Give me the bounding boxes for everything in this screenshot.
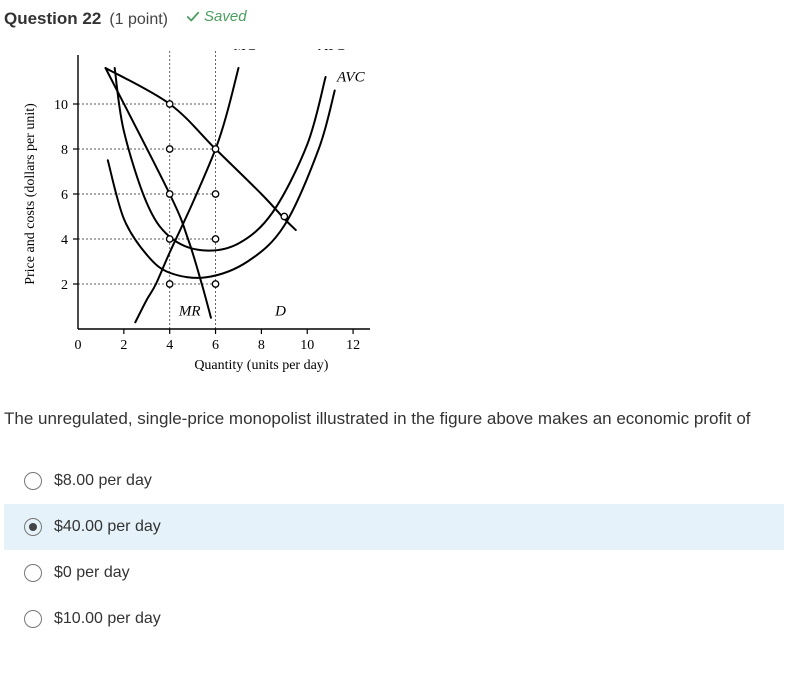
svg-text:6: 6: [61, 188, 68, 203]
answer-option[interactable]: $8.00 per day: [4, 458, 784, 504]
svg-text:D: D: [274, 303, 286, 319]
svg-text:Quantity (units per day): Quantity (units per day): [194, 358, 328, 373]
chart-container: D MR MC ATC AVC 0 2 4 6 8 10 12 2 4 6 8 10 Quantity (unit…: [16, 49, 784, 389]
economics-chart: D MR MC ATC AVC 0 2 4 6 8 10 12 2 4 6 8 10 Quantity (unit…: [16, 49, 396, 389]
checkmark-icon: [186, 10, 200, 24]
answer-label: $40.00 per day: [54, 518, 161, 536]
answer-option[interactable]: $40.00 per day: [4, 504, 784, 550]
svg-text:2: 2: [120, 338, 127, 353]
svg-text:4: 4: [61, 233, 68, 248]
radio-button[interactable]: [24, 564, 42, 582]
svg-text:8: 8: [258, 338, 265, 353]
answer-label: $0 per day: [54, 564, 130, 582]
saved-text: Saved: [204, 8, 247, 25]
answer-label: $10.00 per day: [54, 610, 161, 628]
question-prompt: The unregulated, single-price monopolist…: [4, 407, 784, 431]
answer-label: $8.00 per day: [54, 472, 152, 490]
svg-text:ATC: ATC: [318, 49, 347, 54]
svg-text:6: 6: [212, 338, 219, 353]
svg-text:0: 0: [75, 338, 82, 353]
question-header: Question 22 (1 point) Saved: [4, 8, 784, 29]
svg-text:MR: MR: [178, 303, 201, 319]
answer-options: $8.00 per day $40.00 per day $0 per day $10…: [4, 458, 784, 642]
svg-text:10: 10: [300, 338, 314, 353]
svg-text:Price and costs (dollars per u: Price and costs (dollars per unit): [23, 102, 38, 284]
svg-text:MC: MC: [233, 49, 257, 54]
radio-button[interactable]: [24, 610, 42, 628]
saved-indicator: Saved: [186, 8, 247, 25]
svg-text:8: 8: [61, 143, 68, 158]
svg-text:12: 12: [346, 338, 360, 353]
svg-text:10: 10: [54, 98, 68, 113]
svg-text:4: 4: [166, 338, 173, 353]
question-number: Question 22: [4, 9, 101, 29]
svg-text:2: 2: [61, 278, 68, 293]
radio-button[interactable]: [24, 518, 42, 536]
svg-text:AVC: AVC: [336, 69, 366, 85]
radio-button[interactable]: [24, 472, 42, 490]
answer-option[interactable]: $0 per day: [4, 550, 784, 596]
question-points: (1 point): [109, 11, 168, 29]
answer-option[interactable]: $10.00 per day: [4, 596, 784, 642]
